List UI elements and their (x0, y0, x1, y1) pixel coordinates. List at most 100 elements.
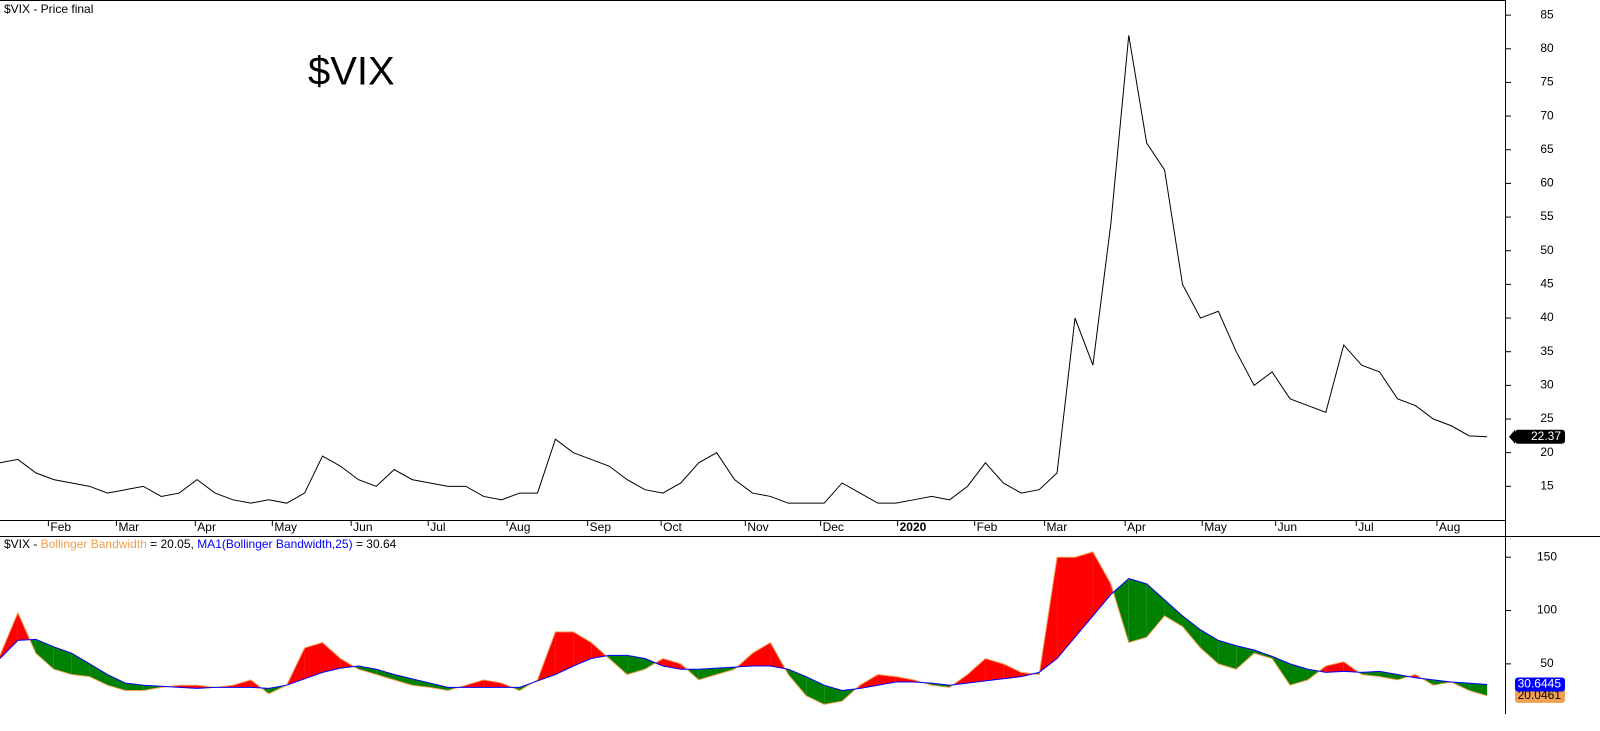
band-fill (483, 679, 502, 688)
x-tick-label: Mar (1047, 520, 1068, 534)
y-tick-label: 55 (1540, 209, 1554, 223)
band-fill (788, 669, 807, 696)
series-line (0, 551, 1488, 705)
y-tick-label: 75 (1540, 75, 1554, 89)
x-tick-label: Dec (823, 520, 844, 534)
lower-header: $VIX - Bollinger Bandwidth = 20.05, MA1(… (4, 537, 397, 551)
x-tick-label: Feb (977, 520, 998, 534)
panel-header: $VIX - Price final (4, 2, 93, 16)
x-tick-label: Oct (663, 520, 682, 534)
band-fill (358, 666, 377, 675)
band-fill (698, 668, 717, 680)
last-value-badge (1515, 688, 1565, 703)
chart-title: $VIX (308, 50, 395, 94)
legend-readout: = 30.64 (356, 537, 397, 551)
last-value-pointer (1509, 429, 1515, 444)
band-fill (1003, 663, 1022, 679)
band-fill (555, 631, 574, 675)
band-fill (824, 685, 843, 705)
band-fill (931, 683, 950, 688)
y-tick-label: 65 (1540, 142, 1554, 156)
band-fill (71, 653, 90, 677)
x-tick-label: 2020 (900, 520, 927, 534)
band-fill (1379, 671, 1398, 680)
band-fill (1128, 578, 1147, 643)
y-tick-label: 100 (1537, 603, 1557, 617)
y-tick-label: 45 (1540, 277, 1554, 291)
y-tick-label: 60 (1540, 176, 1554, 190)
y-tick-label: 50 (1540, 243, 1554, 257)
band-fill (1325, 661, 1344, 673)
x-tick-label: Aug (1439, 520, 1460, 534)
band-fill (232, 679, 251, 688)
band-fill (1433, 679, 1452, 686)
band-fill (1218, 640, 1237, 670)
last-value-label: 30.6445 (1518, 677, 1562, 691)
header-prefix: $VIX - (4, 537, 37, 551)
legend-name: Bollinger Bandwidth (41, 537, 147, 551)
last-value-label: 22.37 (1531, 429, 1561, 443)
band-fill (1164, 599, 1183, 627)
band-fill (1236, 645, 1255, 670)
last-value-badge (1515, 677, 1565, 692)
band-fill (627, 655, 645, 675)
band-fill (985, 658, 1004, 681)
band-fill (1092, 551, 1111, 616)
x-tick-label: Jun (1278, 520, 1297, 534)
band-fill (1146, 583, 1165, 638)
x-tick-label: Nov (747, 520, 768, 534)
y-tick-label: 150 (1537, 549, 1557, 563)
band-fill (655, 658, 663, 666)
y-tick-label: 80 (1540, 41, 1554, 55)
band-fill (53, 646, 72, 675)
x-tick-label: Sep (590, 520, 612, 534)
series-line (0, 577, 1488, 692)
band-fill (895, 676, 914, 682)
band-fill (465, 679, 484, 688)
x-tick-label: Feb (50, 520, 71, 534)
band-fill (1290, 663, 1308, 686)
band-fill (376, 669, 395, 680)
band-fill (89, 663, 108, 686)
legend-name: MA1(Bollinger Bandwidth,25) (197, 537, 352, 551)
y-tick-label: 25 (1540, 411, 1554, 425)
band-fill (752, 642, 771, 666)
band-fill (143, 685, 162, 691)
band-fill (1182, 615, 1201, 648)
y-tick-label: 30 (1540, 378, 1554, 392)
x-tick-label: Jul (1358, 520, 1373, 534)
legend-readout: = 20.05, (150, 537, 194, 551)
band-fill (609, 655, 628, 675)
x-tick-label: May (274, 520, 297, 534)
band-fill (430, 683, 448, 691)
y-tick-label: 70 (1540, 108, 1554, 122)
band-fill (322, 642, 341, 673)
last-value-badge (1515, 429, 1565, 444)
band-fill (860, 674, 878, 689)
band-fill (412, 678, 430, 688)
band-fill (394, 674, 413, 686)
y-tick-label: 35 (1540, 344, 1554, 358)
x-tick-label: Apr (1127, 520, 1146, 534)
band-fill (1361, 671, 1380, 677)
band-fill (179, 685, 198, 689)
x-tick-label: Jun (353, 520, 372, 534)
x-tick-label: Aug (509, 520, 530, 534)
band-fill (716, 667, 735, 675)
band-fill (1075, 551, 1093, 638)
band-fill (645, 658, 656, 670)
x-tick-label: Apr (197, 520, 216, 534)
band-fill (304, 642, 323, 679)
band-fill (35, 639, 54, 670)
y-tick-label: 50 (1540, 656, 1554, 670)
band-fill (1469, 683, 1488, 696)
y-tick-label: 40 (1540, 310, 1554, 324)
band-fill (1057, 557, 1075, 659)
x-tick-label: Mar (118, 520, 139, 534)
y-tick-label: 85 (1540, 7, 1554, 21)
y-tick-label: 20 (1540, 445, 1554, 459)
band-fill (1254, 650, 1273, 659)
x-tick-label: May (1204, 520, 1227, 534)
band-fill (1113, 578, 1129, 643)
